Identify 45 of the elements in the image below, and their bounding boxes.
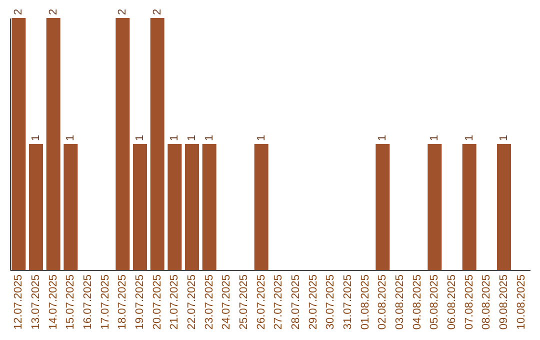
x-tick-label: 13.07.2025 — [30, 274, 42, 330]
data-label: 2 — [151, 8, 164, 15]
x-tick-label: 02.08.2025 — [376, 274, 389, 330]
x-tick-label: 29.07.2025 — [307, 274, 320, 330]
data-label: 1 — [498, 134, 510, 141]
x-tick-label: 30.07.2025 — [324, 274, 337, 330]
x-tick-label: 12.07.2025 — [12, 274, 25, 330]
data-label: 2 — [12, 8, 25, 15]
x-tick-label: 31.07.2025 — [342, 274, 354, 330]
x-tick-label: 18.07.2025 — [116, 274, 129, 330]
data-label: 1 — [463, 134, 476, 141]
data-label: 1 — [428, 134, 441, 141]
x-tick-label: 01.08.2025 — [359, 274, 372, 330]
x-tick-label: 09.08.2025 — [498, 274, 510, 330]
x-tick-label: 16.07.2025 — [82, 274, 94, 330]
data-label: 1 — [376, 134, 389, 141]
x-tick-label: 04.08.2025 — [411, 274, 424, 330]
data-label: 1 — [168, 134, 181, 141]
x-tick-label: 05.08.2025 — [428, 274, 441, 330]
data-label: 1 — [203, 134, 216, 141]
x-tick-label: 25.07.2025 — [238, 274, 250, 330]
x-tick-label: 26.07.2025 — [255, 274, 268, 330]
x-tick-label: 19.07.2025 — [134, 274, 146, 330]
x-tick-label: 20.07.2025 — [151, 274, 164, 330]
data-label: 2 — [116, 8, 129, 15]
x-tick-label: 07.08.2025 — [463, 274, 476, 330]
x-tick-label: 03.08.2025 — [394, 274, 406, 330]
x-tick-label: 27.07.2025 — [272, 274, 285, 330]
data-label: 2 — [47, 8, 60, 15]
x-tick-label: 23.07.2025 — [203, 274, 216, 330]
data-label: 1 — [186, 134, 198, 141]
data-label: 1 — [255, 134, 268, 141]
x-tick-label: 06.08.2025 — [446, 274, 458, 330]
data-label: 1 — [64, 134, 77, 141]
x-tick-label: 22.07.2025 — [186, 274, 198, 330]
x-tick-label: 21.07.2025 — [168, 274, 181, 330]
x-tick-label: 10.08.2025 — [515, 274, 528, 330]
x-tick-label: 14.07.2025 — [47, 274, 60, 330]
data-label: 1 — [134, 134, 146, 141]
data-label: 1 — [30, 134, 42, 141]
x-tick-label: 17.07.2025 — [99, 274, 112, 330]
x-tick-label: 24.07.2025 — [220, 274, 233, 330]
x-tick-label: 08.08.2025 — [480, 274, 493, 330]
x-tick-label: 15.07.2025 — [64, 274, 77, 330]
x-tick-label: 28.07.2025 — [290, 274, 302, 330]
